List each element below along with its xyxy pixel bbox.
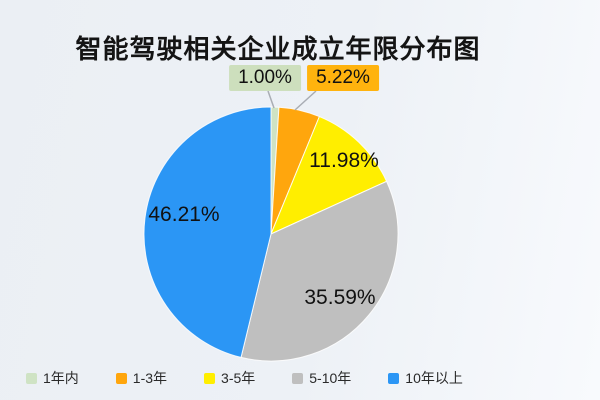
legend-swatch-icon xyxy=(292,372,304,384)
legend-label: 1-3年 xyxy=(132,370,168,386)
legend-item-1-3年[interactable]: 1-3年 xyxy=(115,368,168,388)
legend-swatch-icon xyxy=(26,372,37,384)
legend-item-10年以上[interactable]: 10年以上 xyxy=(388,368,463,388)
legend-swatch-icon xyxy=(115,372,127,384)
legend-label: 1年内 xyxy=(43,370,79,386)
legend-item-3-5年[interactable]: 3-5年 xyxy=(204,368,255,388)
pie-slice-5-10年[interactable] xyxy=(240,180,399,362)
legend: 1年内 1-3年 3-5年 5-10年 10年以上 xyxy=(26,368,463,388)
legend-label: 5-10年 xyxy=(309,370,352,386)
legend-swatch-icon xyxy=(204,372,216,384)
legend-label: 10年以上 xyxy=(405,370,463,386)
legend-item-5-10年[interactable]: 5-10年 xyxy=(292,368,351,388)
leader-line-1年内 xyxy=(267,90,275,109)
leader-line-1-3年 xyxy=(294,90,317,111)
pie-slice-3-5年[interactable] xyxy=(270,116,388,235)
legend-swatch-icon xyxy=(388,372,400,384)
legend-item-1年内[interactable]: 1年内 xyxy=(26,368,79,388)
pie-slice-10年以上[interactable] xyxy=(143,106,272,358)
chart-title: 智能驾驶相关企业成立年限分布图 xyxy=(75,34,481,64)
legend-label: 3-5年 xyxy=(221,370,256,386)
